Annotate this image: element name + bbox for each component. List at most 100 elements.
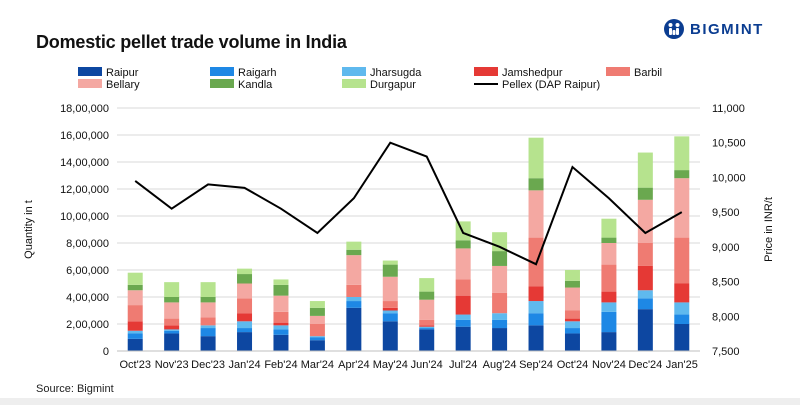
bar-kandla xyxy=(127,284,143,291)
bar-bellary xyxy=(346,255,362,285)
x-tick-label: Nov'24 xyxy=(592,359,626,371)
x-tick-label: Sep'24 xyxy=(519,359,553,371)
legend-swatch xyxy=(78,79,102,88)
bigmint-logo-icon xyxy=(664,19,684,39)
y2-axis-title: Price in INR/t xyxy=(763,197,775,262)
bar-jharsugda xyxy=(382,310,398,314)
bar-jamshedpur xyxy=(528,286,544,302)
bar-raigarh xyxy=(419,328,435,330)
bar-durgapur xyxy=(637,152,653,188)
x-tick-label: Dec'24 xyxy=(628,359,662,371)
y2-tick-label: 8,500 xyxy=(712,277,740,289)
y-tick-label: 6,00,000 xyxy=(66,265,109,277)
legend-label: Raigarh xyxy=(238,67,277,79)
bar-durgapur xyxy=(164,282,180,297)
bar-bellary xyxy=(164,302,180,319)
bar-kandla xyxy=(346,249,362,256)
bar-raipur xyxy=(601,332,617,351)
bar-jharsugda xyxy=(455,314,471,320)
bar-kandla xyxy=(309,307,325,316)
bar-bellary xyxy=(309,315,325,324)
bar-jamshedpur xyxy=(455,295,471,315)
bar-bellary xyxy=(674,178,690,238)
x-tick-label: May'24 xyxy=(373,359,408,371)
bar-kandla xyxy=(382,264,398,277)
legend-label: Durgapur xyxy=(370,79,416,91)
bar-kandla xyxy=(674,170,690,179)
bar-bellary xyxy=(564,287,580,311)
chart-title: Domestic pellet trade volume in India xyxy=(36,32,347,52)
bar-raipur xyxy=(200,336,216,351)
bar-jamshedpur xyxy=(273,322,289,326)
bar-jamshedpur xyxy=(127,321,143,331)
bar-durgapur xyxy=(127,272,143,285)
bar-raigarh xyxy=(200,328,216,337)
bar-durgapur xyxy=(564,270,580,281)
bar-jamshedpur xyxy=(564,318,580,322)
bar-jharsugda xyxy=(127,330,143,334)
bar-barbil xyxy=(237,298,253,314)
bar-bellary xyxy=(528,190,544,238)
x-tick-label: Jan'25 xyxy=(666,359,698,371)
bar-barbil xyxy=(674,237,690,284)
bar-raigarh xyxy=(237,328,253,333)
y2-tick-label: 8,000 xyxy=(712,311,740,323)
x-tick-label: Oct'24 xyxy=(557,359,588,371)
bar-durgapur xyxy=(601,218,617,238)
bar-durgapur xyxy=(419,278,435,292)
x-tick-label: Feb'24 xyxy=(264,359,297,371)
bar-barbil xyxy=(346,284,362,297)
bar-barbil xyxy=(492,292,508,314)
y2-tick-label: 10,500 xyxy=(712,138,746,150)
bar-raipur xyxy=(564,333,580,351)
bar-barbil xyxy=(419,319,435,326)
bar-bellary xyxy=(273,295,289,312)
x-tick-label: Jan'24 xyxy=(228,359,260,371)
legend-label: Kandla xyxy=(238,79,273,91)
bar-durgapur xyxy=(346,241,362,250)
bar-bellary xyxy=(492,265,508,293)
bar-bellary xyxy=(637,199,653,243)
bar-barbil xyxy=(200,317,216,326)
y2-tick-label: 9,000 xyxy=(712,242,740,254)
bar-durgapur xyxy=(309,301,325,308)
bar-bellary xyxy=(127,290,143,306)
legend-swatch xyxy=(210,67,234,76)
bar-kandla xyxy=(601,237,617,243)
bar-kandla xyxy=(528,178,544,191)
bar-raigarh xyxy=(564,328,580,334)
bar-bellary xyxy=(601,243,617,265)
bar-jharsugda xyxy=(273,325,289,330)
bar-barbil xyxy=(382,301,398,308)
footer-bar xyxy=(0,398,800,405)
bar-bellary xyxy=(419,299,435,320)
bar-raigarh xyxy=(164,330,180,334)
x-tick-label: Jul'24 xyxy=(449,359,477,371)
bar-raipur xyxy=(455,326,471,351)
bar-raipur xyxy=(674,324,690,351)
legend-label: Barbil xyxy=(634,67,662,79)
bar-jamshedpur xyxy=(237,313,253,322)
bar-raipur xyxy=(237,332,253,351)
bar-raipur xyxy=(528,325,544,351)
y-tick-label: 12,00,000 xyxy=(60,184,109,196)
bar-barbil xyxy=(564,310,580,319)
y-tick-label: 0 xyxy=(103,346,109,358)
bar-kandla xyxy=(164,297,180,303)
legend-swatch xyxy=(342,67,366,76)
bar-jharsugda xyxy=(200,325,216,329)
x-tick-label: Aug'24 xyxy=(483,359,517,371)
legend-item-raipur: Raipur xyxy=(78,67,139,79)
bar-jharsugda xyxy=(492,313,508,320)
legend-label: Bellary xyxy=(106,79,140,91)
bar-durgapur xyxy=(382,260,398,265)
x-tick-label: Dec'23 xyxy=(191,359,225,371)
bar-kandla xyxy=(455,240,471,249)
bar-jharsugda xyxy=(419,326,435,329)
bar-durgapur xyxy=(674,136,690,171)
legend-item-kandla: Kandla xyxy=(210,79,273,91)
bar-raipur xyxy=(492,328,508,351)
bar-bellary xyxy=(382,276,398,302)
bar-jharsugda xyxy=(528,301,544,314)
y2-tick-label: 11,000 xyxy=(712,103,745,115)
